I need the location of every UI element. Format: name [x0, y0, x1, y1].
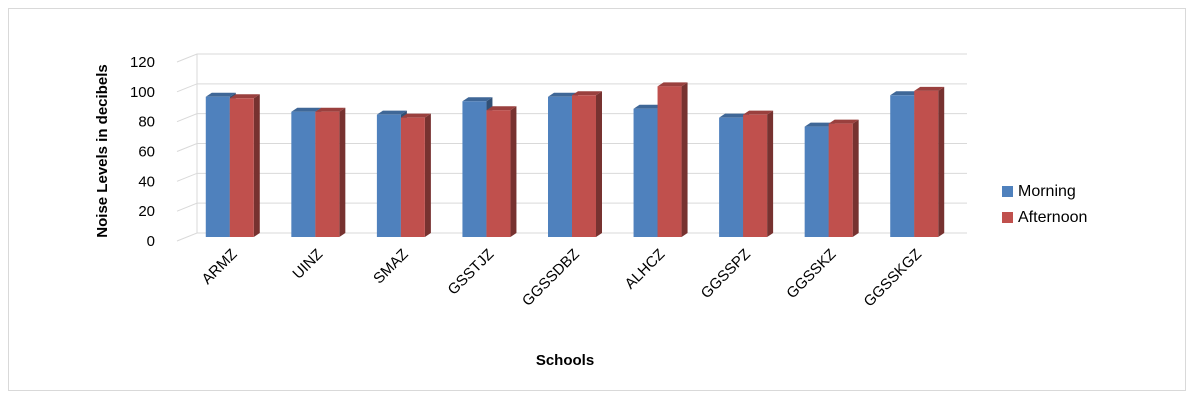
x-tick-label: SMAZ — [370, 246, 411, 287]
legend-swatch-morning — [1002, 186, 1013, 197]
gridline — [176, 83, 967, 93]
y-tick-label: 60 — [138, 144, 155, 161]
bar-morning — [548, 96, 572, 238]
bar-afternoon — [486, 110, 511, 237]
gridline — [176, 53, 967, 63]
y-tick-label: 20 — [138, 203, 155, 220]
bar-top-afternoon — [315, 107, 346, 112]
bar-top-afternoon — [400, 113, 431, 118]
bar-afternoon — [229, 98, 254, 238]
bar-morning — [804, 126, 829, 237]
bar-top-morning — [633, 104, 664, 109]
bars — [205, 82, 945, 238]
legend-label-morning: Morning — [1018, 183, 1076, 200]
bar-morning — [890, 95, 915, 238]
bar-top-afternoon — [743, 110, 774, 115]
bar-side-afternoon — [253, 94, 260, 238]
bar-top-morning — [462, 97, 493, 102]
x-axis-title: Schools — [536, 352, 594, 369]
legend: Morning Afternoon — [1002, 183, 1087, 226]
x-tick-labels: ARMZ UINZ SMAZ GSSTJZ GGSSDBZ ALHCZ GGSSPZ GGSS… — [199, 246, 926, 310]
bar-side-afternoon — [681, 82, 688, 237]
gridlines — [176, 53, 967, 242]
bar-afternoon — [743, 114, 768, 237]
bar-top-afternoon — [657, 82, 688, 87]
bar-afternoon — [657, 86, 682, 237]
y-tick-label: 40 — [138, 173, 155, 190]
bar-side-afternoon — [424, 113, 431, 237]
bar-top-morning — [376, 110, 407, 115]
bar-top-afternoon — [486, 106, 517, 111]
y-tick-label: 100 — [130, 84, 155, 101]
bar-side-afternoon — [339, 107, 346, 237]
bar-top-morning — [205, 92, 236, 97]
x-tick-label: GGSSDBZ — [519, 246, 583, 310]
bar-afternoon — [914, 90, 939, 237]
bar-top-afternoon — [828, 119, 859, 124]
bar-afternoon — [400, 117, 425, 237]
bar-top-morning — [804, 122, 835, 127]
bar-morning — [376, 114, 401, 237]
bar-morning — [291, 111, 316, 237]
bar-morning — [719, 117, 744, 237]
bar-top-afternoon — [229, 94, 260, 99]
chart-frame: 0 20 40 60 80 100 120 ARMZ UINZ SMAZ GSSTJZ GGSSDB… — [8, 8, 1186, 391]
x-tick-label: UINZ — [289, 246, 326, 283]
bar-morning — [205, 96, 230, 238]
bar-top-afternoon — [572, 91, 602, 96]
bar-top-afternoon — [914, 86, 945, 91]
bar-top-morning — [719, 113, 750, 118]
x-tick-label: GGSSKGZ — [861, 246, 925, 310]
bar-side-afternoon — [938, 86, 945, 237]
bar-afternoon — [828, 123, 853, 237]
x-tick-label: GSSTJZ — [445, 246, 498, 299]
bar-side-afternoon — [510, 106, 517, 237]
bar-side-afternoon — [852, 119, 859, 237]
y-tick-label: 80 — [138, 114, 155, 131]
bar-morning — [633, 108, 658, 237]
bar-afternoon — [315, 111, 340, 237]
legend-label-afternoon: Afternoon — [1018, 209, 1087, 226]
bar-morning — [462, 101, 487, 237]
bar-side-afternoon — [596, 91, 602, 238]
x-tick-label: GGSSPZ — [698, 246, 754, 302]
bar-top-morning — [548, 92, 578, 97]
y-tick-label: 0 — [147, 233, 155, 250]
legend-swatch-afternoon — [1002, 212, 1013, 223]
bar-top-morning — [291, 107, 322, 112]
bar-side-afternoon — [767, 110, 774, 237]
x-tick-label: GGSSKZ — [783, 246, 839, 302]
noise-levels-chart: 0 20 40 60 80 100 120 ARMZ UINZ SMAZ GSSTJZ GGSSDB… — [94, 53, 1087, 369]
y-axis-title: Noise Levels in decibels — [94, 64, 111, 237]
x-tick-label: ALHCZ — [622, 246, 669, 293]
bar-afternoon — [572, 95, 596, 238]
bar-top-morning — [890, 91, 921, 96]
y-tick-label: 120 — [130, 54, 155, 71]
y-tick-labels: 0 20 40 60 80 100 120 — [130, 54, 155, 250]
x-tick-label: ARMZ — [199, 246, 241, 288]
